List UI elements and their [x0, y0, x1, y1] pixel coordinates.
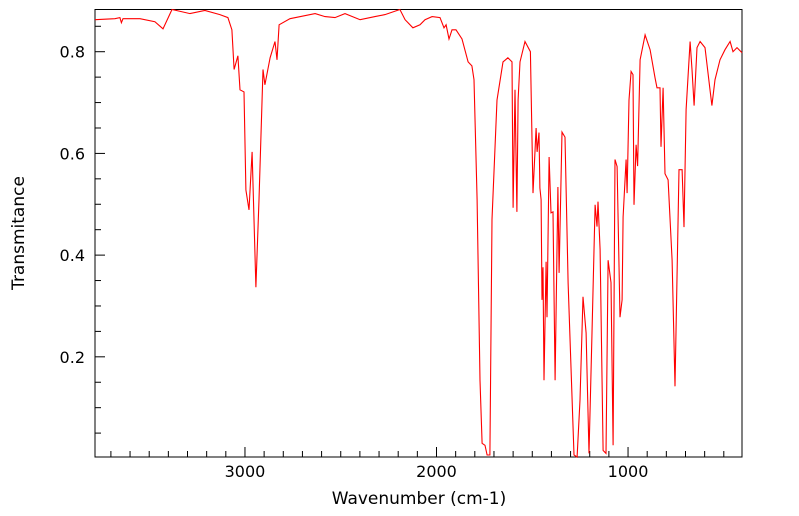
- y-tick-label: 0.6: [60, 144, 85, 163]
- spectrum-line: [94, 8, 743, 458]
- x-tick-label: 1000: [608, 462, 649, 481]
- x-axis-title: Wavenumber (cm-1): [332, 489, 507, 509]
- axis-tick-labels: 3000 2000 1000 0.2 0.4 0.6 0.8: [60, 43, 649, 481]
- axis-ticks: [95, 25, 725, 457]
- x-tick-label: 3000: [225, 462, 266, 481]
- y-tick-label: 0.4: [60, 246, 85, 265]
- y-tick-label: 0.2: [60, 348, 85, 367]
- plot-frame: [94, 9, 743, 458]
- y-axis-title: Transmitance: [9, 176, 29, 291]
- y-tick-label: 0.8: [60, 43, 85, 62]
- x-tick-label: 2000: [416, 462, 457, 481]
